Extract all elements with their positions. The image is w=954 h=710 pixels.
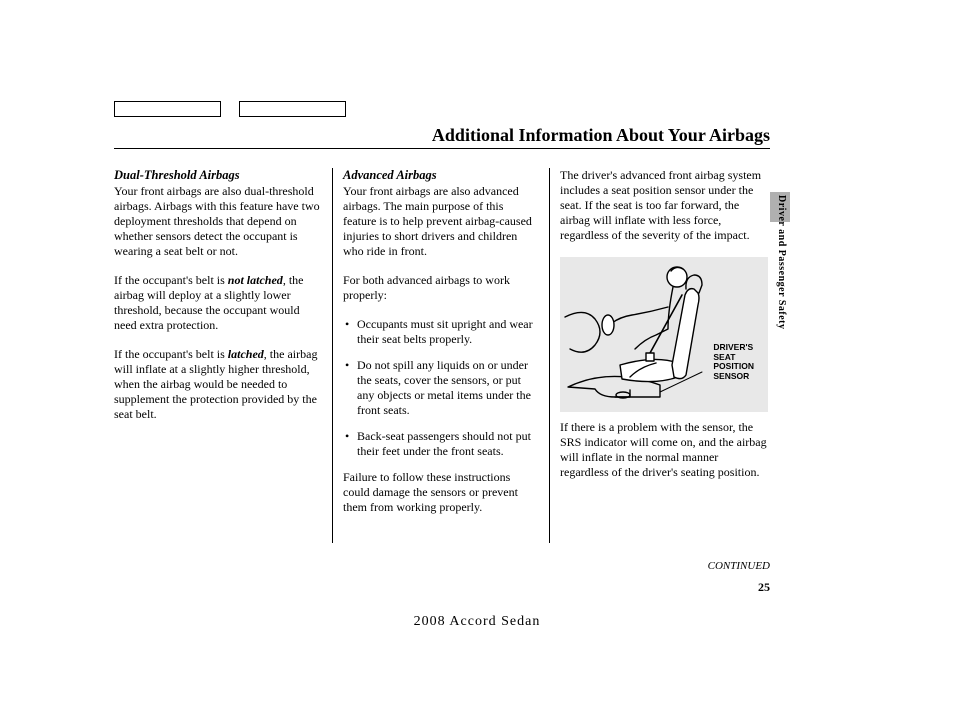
seat-sensor-diagram: DRIVER'S SEAT POSITION SENSOR [560, 257, 768, 412]
col1-heading: Dual-Threshold Airbags [114, 168, 322, 184]
diagram-label-l4: SENSOR [713, 372, 754, 382]
col2-p1: Your front airbags are also advanced air… [343, 184, 539, 259]
col3-p2: If there is a problem with the sensor, t… [560, 420, 768, 480]
col2-heading: Advanced Airbags [343, 168, 539, 184]
col2-b2: Do not spill any liquids on or under the… [345, 358, 539, 418]
col1-p3: If the occupant's belt is latched, the a… [114, 347, 322, 422]
title-rule [114, 148, 770, 149]
col1-p1: Your front airbags are also dual-thresho… [114, 184, 322, 259]
page-title: Additional Information About Your Airbag… [432, 125, 770, 146]
column-1: Dual-Threshold Airbags Your front airbag… [114, 168, 332, 543]
nav-box-1[interactable] [114, 101, 221, 117]
col2-p3: Failure to follow these instructions cou… [343, 470, 539, 515]
col1-p2a: If the occupant's belt is [114, 273, 228, 287]
col2-b1: Occupants must sit upright and wear thei… [345, 317, 539, 347]
section-label: Driver and Passenger Safety [776, 195, 787, 330]
nav-box-2[interactable] [239, 101, 346, 117]
diagram-label: DRIVER'S SEAT POSITION SENSOR [713, 343, 754, 382]
top-button-row [114, 101, 346, 117]
column-2: Advanced Airbags Your front airbags are … [332, 168, 550, 543]
continued-label: CONTINUED [708, 560, 770, 572]
column-3: The driver's advanced front airbag syste… [550, 168, 768, 543]
col1-p3b: latched [228, 347, 264, 361]
content-columns: Dual-Threshold Airbags Your front airbag… [114, 168, 770, 543]
col1-p3a: If the occupant's belt is [114, 347, 228, 361]
col1-p2: If the occupant's belt is not latched, t… [114, 273, 322, 333]
seat-diagram-svg [560, 257, 768, 412]
page-number: 25 [758, 580, 770, 595]
col2-bullets: Occupants must sit upright and wear thei… [343, 317, 539, 459]
footer-model: 2008 Accord Sedan [0, 614, 954, 630]
col2-b3: Back-seat passengers should not put thei… [345, 429, 539, 459]
manual-page: Additional Information About Your Airbag… [0, 0, 954, 710]
col1-p2b: not latched [228, 273, 283, 287]
col3-p1: The driver's advanced front airbag syste… [560, 168, 768, 243]
col2-p2: For both advanced airbags to work proper… [343, 273, 539, 303]
